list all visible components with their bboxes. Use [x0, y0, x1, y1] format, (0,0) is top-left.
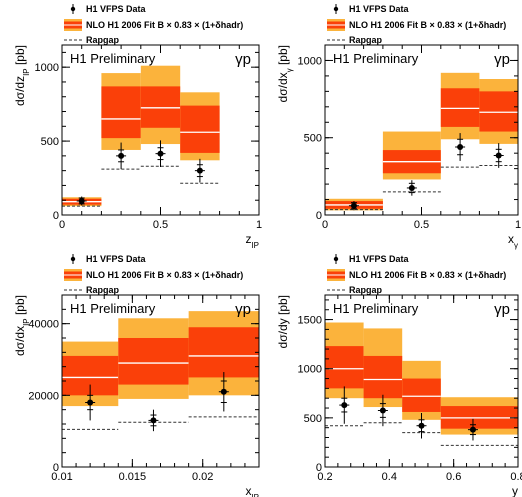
nlo-inner-band: [325, 346, 364, 389]
legend-data-marker: [70, 256, 76, 262]
chart-panel-3: H1 VFPS Data NLO H1 2006 Fit B × 0.83 × (…: [13, 254, 260, 497]
data-point: [196, 167, 203, 174]
preliminary-label: H1 Preliminary: [70, 51, 156, 66]
legend-rapgap-label: Rapgap: [349, 35, 383, 45]
x-tick-label: 0.02: [192, 471, 213, 483]
legend-rapgap-label: Rapgap: [349, 285, 383, 295]
preliminary-label: H1 Preliminary: [333, 301, 419, 316]
x-axis-label: y: [512, 484, 518, 497]
y-tick-label: 1000: [35, 62, 59, 74]
y-axis-label: dσ/dy [pb]: [276, 295, 290, 348]
y-tick-label: 0: [53, 462, 59, 474]
data-point: [220, 388, 227, 395]
data-point: [457, 144, 464, 150]
plot-area: [325, 72, 518, 211]
x-tick-label: 0.2: [317, 471, 332, 483]
data-point: [87, 399, 94, 406]
x-tick-label: 0: [322, 219, 328, 231]
data-point: [78, 197, 85, 204]
nlo-inner-band: [180, 105, 220, 153]
y-tick-label: 500: [304, 133, 322, 145]
y-tick-label: 1000: [298, 55, 322, 67]
x-tick-label: 1: [515, 219, 521, 231]
y-tick-label: 0: [53, 210, 59, 222]
nlo-inner-band: [118, 338, 189, 385]
legend-rapgap-label: Rapgap: [86, 35, 120, 45]
legend-data-marker: [333, 6, 339, 12]
y-axis-label: dσ/dxIP [pb]: [13, 295, 31, 356]
nlo-inner-band: [479, 91, 518, 132]
x-tick-label: 0.8: [510, 471, 522, 483]
plot-frame: [324, 294, 519, 468]
x-axis-label: zIP: [245, 232, 259, 250]
legend-rapgap-label: Rapgap: [86, 285, 120, 295]
chart-panel-2: H1 VFPS Data NLO H1 2006 Fit B × 0.83 × (…: [276, 4, 521, 250]
legend-nlo-label: NLO H1 2006 Fit B × 0.83 × (1+δhadr): [86, 270, 243, 280]
legend-data-marker: [333, 256, 339, 262]
x-tick-label: 0.5: [414, 219, 429, 231]
y-tick-label: 500: [41, 136, 59, 148]
y-tick-label: 1500: [298, 315, 322, 327]
nlo-inner-band: [188, 327, 259, 378]
legend: H1 VFPS Data NLO H1 2006 Fit B × 0.83 × (…: [327, 4, 506, 45]
plot-area: [325, 322, 518, 446]
y-tick-label: 1000: [298, 364, 322, 376]
legend-nlo-label: NLO H1 2006 Fit B × 0.83 × (1+δhadr): [86, 20, 243, 30]
preliminary-label: H1 Preliminary: [70, 301, 156, 316]
legend-data-label: H1 VFPS Data: [349, 4, 410, 14]
data-point: [150, 417, 157, 424]
legend-data-label: H1 VFPS Data: [86, 254, 147, 264]
x-tick-label: 0.6: [446, 471, 461, 483]
x-axis-label: xγ: [508, 232, 518, 250]
legend: H1 VFPS Data NLO H1 2006 Fit B × 0.83 × (…: [64, 4, 243, 45]
x-tick-label: 0.4: [382, 471, 397, 483]
y-tick-label: 40000: [28, 319, 59, 331]
nlo-inner-band: [402, 378, 441, 412]
data-point: [418, 422, 425, 429]
data-point: [469, 426, 476, 433]
photoproduction-label: γp: [235, 301, 251, 318]
y-tick-label: 500: [304, 413, 322, 425]
y-tick-label: 0: [316, 210, 322, 222]
data-point: [350, 202, 357, 209]
legend-data-marker: [70, 6, 76, 12]
y-axis-label: dσ/dzIP [pb]: [13, 45, 31, 106]
legend: H1 VFPS Data NLO H1 2006 Fit B × 0.83 × (…: [64, 254, 243, 295]
photoproduction-label: γp: [494, 51, 510, 68]
data-point: [408, 184, 415, 191]
chart-panel-4: H1 VFPS Data NLO H1 2006 Fit B × 0.83 × (…: [276, 254, 522, 497]
data-point: [379, 407, 386, 414]
chart-panel-1: H1 VFPS Data NLO H1 2006 Fit B × 0.83 × (…: [13, 4, 262, 250]
nlo-inner-band: [101, 86, 141, 139]
x-tick-label: 0.015: [119, 471, 147, 483]
photoproduction-label: γp: [494, 301, 510, 318]
photoproduction-label: γp: [235, 51, 251, 68]
y-axis-label: dσ/dxγ [pb]: [276, 45, 294, 102]
plot-area: [62, 65, 220, 207]
y-tick-label: 20000: [28, 390, 59, 402]
preliminary-label: H1 Preliminary: [333, 51, 419, 66]
data-point: [495, 152, 502, 159]
x-axis-label: xIP: [245, 484, 259, 497]
x-tick-label: 0.01: [51, 471, 72, 483]
x-tick-label: 1: [256, 219, 262, 231]
data-point: [118, 152, 125, 159]
y-tick-label: 0: [316, 462, 322, 474]
legend-nlo-label: NLO H1 2006 Fit B × 0.83 × (1+δhadr): [349, 270, 506, 280]
plot-area: [62, 311, 259, 432]
legend-nlo-label: NLO H1 2006 Fit B × 0.83 × (1+δhadr): [349, 20, 506, 30]
x-tick-label: 0.5: [153, 219, 168, 231]
nlo-inner-band: [140, 86, 181, 128]
legend-data-label: H1 VFPS Data: [349, 254, 410, 264]
x-tick-label: 0: [59, 219, 65, 231]
legend-data-label: H1 VFPS Data: [86, 4, 147, 14]
data-point: [341, 402, 348, 409]
nlo-inner-band: [440, 88, 480, 127]
legend: H1 VFPS Data NLO H1 2006 Fit B × 0.83 × (…: [327, 254, 506, 295]
nlo-inner-band: [363, 355, 403, 399]
data-point: [157, 150, 164, 157]
